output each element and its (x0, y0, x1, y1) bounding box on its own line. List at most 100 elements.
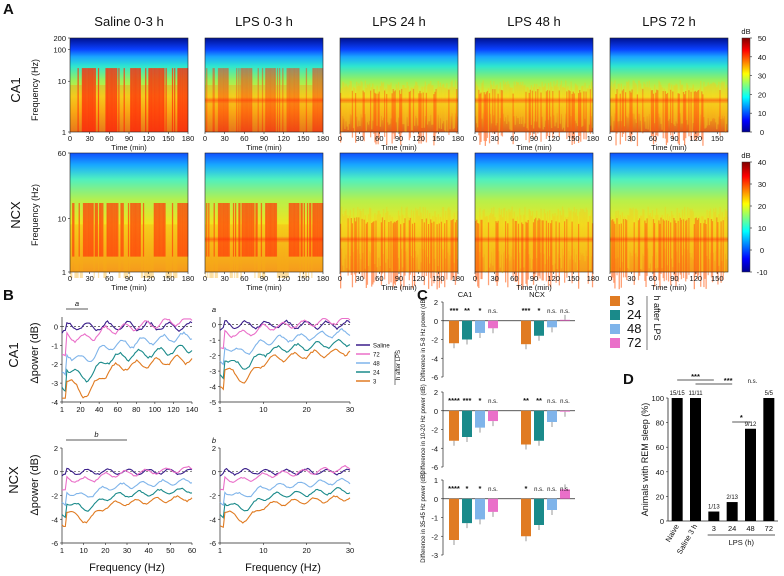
spectro-streak (209, 224, 211, 278)
spectro-streak (719, 207, 721, 250)
spectro-title-3: LPS 48 h (507, 14, 561, 29)
spectro-streak (152, 224, 154, 278)
bars-ytick-label: 0 (434, 495, 438, 504)
spectro-streak (169, 85, 172, 132)
spectro-streak (127, 203, 130, 257)
lineplot-series-48 (61, 477, 193, 507)
lineplot-ytick-label: -4 (209, 515, 216, 524)
spectro-streak (449, 209, 451, 256)
lineplot-ncx-zoom: 20-2-4-61 10 20 30b (209, 436, 354, 555)
spectro-xtick-label: 150 (567, 134, 580, 143)
spectro-streak (73, 85, 75, 132)
spectro-streak (528, 92, 530, 143)
spectro-streak (208, 85, 210, 132)
spectro-streak (309, 203, 311, 257)
lineplot-xtick-label: 40 (144, 546, 152, 555)
spectro-streak (265, 203, 267, 257)
bars-row-1: 2 0 -2 -4 -6 Difference in 10-20 Hz power (dB… (421, 384, 575, 475)
spectro-streak (142, 85, 145, 132)
bars-row-0: 2 0 -2 -4 -6 Difference in 5-8 Hz power (dB) *… (421, 298, 575, 382)
spectro-streak (180, 68, 182, 132)
spectro-streak (258, 85, 260, 132)
spectro-streak (388, 222, 390, 285)
bar-significance: * (525, 484, 528, 493)
spectro-streak (680, 84, 683, 124)
spectro-streak (686, 219, 688, 279)
spectro-streak (434, 91, 436, 140)
spectro-streak (563, 86, 565, 128)
spectro-streak (510, 87, 512, 131)
spectro-streak (708, 211, 710, 259)
spectro-streak (96, 203, 99, 257)
spectro-streak (91, 68, 93, 132)
spectro-streak (140, 224, 143, 278)
spectro-streak (102, 85, 104, 132)
spectro-streak (122, 203, 124, 257)
spectro-streak (299, 224, 301, 278)
spectro-streak (111, 203, 114, 257)
spectro-streak (689, 88, 691, 132)
spectro-streak (117, 85, 119, 132)
spectro-xtick-label: 120 (142, 134, 155, 143)
spectro-streak (498, 88, 500, 133)
spectro-streak (399, 90, 401, 137)
spectro-streak (293, 203, 295, 257)
spectro-streak (448, 89, 450, 135)
spectro-streak (725, 84, 728, 124)
spectro-streak (695, 217, 698, 274)
spectro-streak (435, 89, 437, 134)
spectro-xtick-label: 60 (105, 274, 113, 283)
spectro-streak (525, 91, 527, 141)
spectro-streak (104, 85, 106, 132)
spectro-streak (290, 203, 293, 257)
spectro-xtick-label: 0 (608, 274, 612, 283)
spectro-streak (211, 224, 213, 278)
spectro-streak (517, 223, 520, 289)
spectro-streak (684, 94, 686, 146)
spectro-streak (135, 68, 137, 132)
spectro-streak (214, 85, 216, 132)
rem-category-label: 48 (746, 524, 754, 533)
spectro-streak (149, 224, 151, 278)
lineplot-ytick-label: -6 (209, 539, 216, 548)
lineplot-series-3 (219, 495, 351, 528)
spectro-streak (432, 85, 434, 125)
lineplot-ytick-label: -6 (51, 539, 58, 548)
spectro-streak (415, 207, 417, 252)
spectro-streak (388, 85, 390, 125)
spectro-streak (476, 219, 478, 279)
spectro-streak (625, 92, 627, 141)
lineplot-xtick-label: 1 (60, 405, 64, 414)
spectro-streak (623, 216, 626, 272)
bar-ncx-48h (547, 410, 557, 422)
spectro-streak (107, 68, 109, 132)
spectro-streak (511, 206, 513, 249)
spectro-streak (547, 222, 550, 287)
spectro-streak (708, 85, 710, 126)
spectro-streak (709, 208, 712, 253)
bar-significance: ** (536, 396, 542, 405)
spectro-streak (563, 209, 565, 256)
spectro-streak (78, 203, 80, 257)
spectro-streak (654, 84, 656, 124)
spectro-streak (230, 224, 232, 278)
spectro-streak (371, 223, 373, 287)
spectro-streak (264, 85, 266, 132)
spectro-streak (268, 203, 270, 257)
spectro-streak (391, 216, 393, 273)
bars-ytick-label: -6 (431, 373, 438, 382)
spectro-streak (122, 85, 124, 132)
spectro-streak (241, 203, 243, 257)
rem-ytick-label: 80 (656, 419, 664, 428)
spectro-streak (626, 220, 628, 281)
lines-region-ncx: NCX (6, 466, 21, 494)
spectro-streak (237, 224, 239, 278)
spectro-streak (542, 87, 544, 130)
spectro-streak (75, 224, 77, 278)
spectro-streak (141, 224, 144, 278)
spectro-streak (387, 84, 389, 123)
spectro-streak (282, 224, 284, 278)
spectro-streak (579, 90, 581, 136)
spectro-xtick-label: 30 (627, 274, 635, 283)
spectro-streak (212, 224, 214, 278)
